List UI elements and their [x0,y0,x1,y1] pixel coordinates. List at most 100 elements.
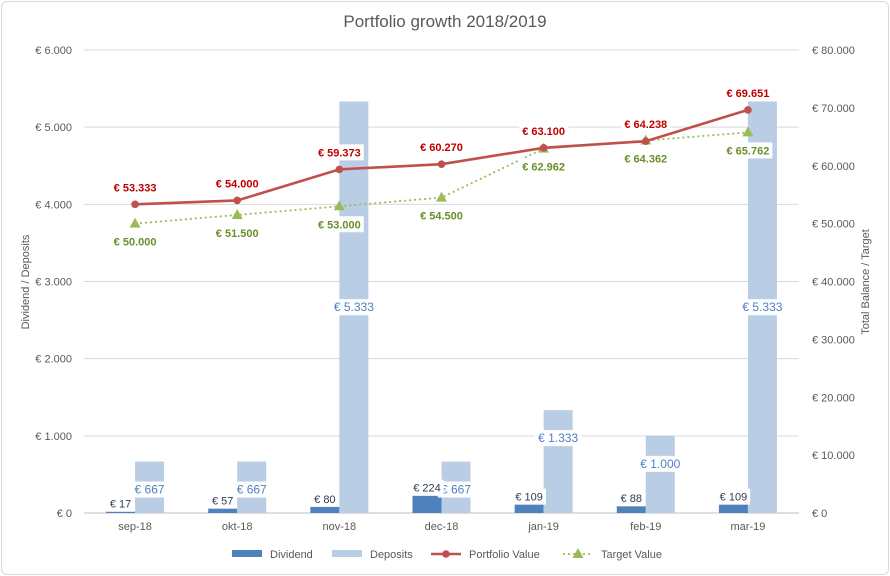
right-axis-ticks: € 0 € 10.000 € 20.000 € 30.000 € 40.000 € 50.… [812,45,855,520]
right-tick-label: € 80.000 [812,45,855,57]
portfolio-value-label-text: € 63.100 [522,126,565,138]
legend-label: Deposits [370,549,413,561]
dividend-label-text: € 109 [515,492,543,504]
deposit-label-bg [233,481,270,498]
y-axis-left-label: Dividend / Deposits [20,234,32,329]
portfolio-value-marker [233,196,242,205]
dividend-bar [412,495,442,513]
deposit-label-text: € 5.333 [334,300,374,314]
portfolio-value-marker [744,106,752,114]
deposit-label-bg [131,481,168,498]
deposit-label-bg [330,299,378,316]
deposit-label-bg [437,481,475,498]
target-value-label-text: € 53.000 [318,219,361,231]
dividend-label-bg [106,495,135,512]
deposit-bar [543,410,573,513]
left-tick-label: € 5.000 [35,122,72,134]
left-tick-label: € 2.000 [35,354,72,366]
target-value-label-bg [519,158,569,175]
deposit-label-text: € 1.000 [640,457,680,471]
deposit-label: € 667 [437,481,475,498]
portfolio-value-label: € 53.333 [110,179,160,196]
target-value-label: € 62.962 [519,158,569,175]
deposit-label: € 667 [233,481,270,498]
target-value-label-text: € 62.962 [522,162,565,174]
left-tick-label: € 0 [57,508,72,520]
right-tick-label: € 40.000 [812,277,855,289]
target-value-label-text: € 51.500 [216,228,259,240]
target-value-label-bg [314,216,364,233]
legend-item: Portfolio Value [431,549,540,561]
dividend-bar [310,506,340,513]
left-tick-label: € 4.000 [35,199,72,211]
portfolio-value-label-bg [621,116,671,133]
portfolio-value-label: € 60.270 [417,139,466,156]
y-axis-right-label: Total Balance / Target [860,229,872,335]
x-tick-label: jan-19 [527,521,559,533]
target-value-marker [742,126,754,137]
target-value-label: € 50.000 [110,233,160,250]
portfolio-value-label-text: € 60.270 [420,142,463,154]
dividend-bar [106,511,136,513]
deposit-label: € 1.000 [637,455,684,472]
right-tick-label: € 0 [812,508,827,520]
dividend-label-bg [617,490,645,507]
portfolio-value-label-text: € 64.238 [624,119,667,131]
dividend-label: € 224 [410,479,444,496]
legend-item: Target Value [563,548,662,561]
target-value-marker [129,217,141,228]
deposit-label: € 1.333 [534,430,582,447]
portfolio-value-marker [335,165,344,174]
right-tick-label: € 10.000 [812,450,855,462]
target-value-label-bg [110,233,160,250]
target-value-label: € 54.500 [417,207,466,224]
deposit-label: € 5.333 [739,299,786,316]
left-tick-label: € 6.000 [35,45,72,57]
dividend-label: € 57 [209,492,237,509]
target-value-label: € 65.762 [723,142,773,159]
dividend-label-bg [716,488,751,505]
target-value-label-bg [212,224,262,241]
dividend-label-bg [209,492,237,509]
data-labels: € 667 € 667 € 5.333 € 667 € 1.333 € 1.000 € 5.… [106,84,786,512]
dividend-label-bg [311,490,339,507]
dividend-label-bg [512,488,546,505]
right-tick-label: € 20.000 [812,392,855,404]
dividend-bar [616,506,646,513]
dividend-label: € 109 [716,488,751,505]
deposit-label-text: € 667 [237,483,267,497]
target-value-marker [333,200,345,211]
target-value-marker [436,191,447,202]
legend-swatch [332,550,362,557]
dividend-label-text: € 80 [314,494,335,506]
deposit-label-text: € 667 [441,483,471,497]
portfolio-value-marker [539,144,548,152]
dividend-label: € 17 [106,495,135,512]
portfolio-value-label-text: € 69.651 [727,88,770,100]
dividend-label-bg [410,479,444,496]
chart-title: Portfolio growth 2018/2019 [343,12,546,31]
deposit-label-bg [739,299,786,316]
portfolio-value-label-bg [417,139,466,156]
dividend-label: € 109 [512,488,546,505]
legend-swatch [232,550,262,557]
x-tick-label: dec-18 [425,521,459,533]
dividend-label-text: € 57 [212,496,233,508]
dividend-label-text: € 17 [110,499,131,511]
target-value-label-bg [417,207,466,224]
legend-marker [572,548,584,558]
left-tick-label: € 1.000 [35,431,72,443]
right-tick-label: € 30.000 [812,334,855,346]
dividend-label: € 88 [617,490,645,507]
portfolio-value-label: € 63.100 [519,122,569,139]
dividend-label-text: € 88 [621,493,642,505]
target-value-label: € 53.000 [314,216,364,233]
legend-marker [442,550,450,558]
target-value-marker [231,208,243,219]
category-axis: sep-18 okt-18 nov-18 dec-18 jan-19 feb-19 mar-… [118,521,765,533]
portfolio-value-label: € 64.238 [621,116,671,133]
portfolio-value-label-bg [723,84,773,101]
portfolio-value-marker [641,137,650,146]
left-tick-label: € 3.000 [35,277,72,289]
